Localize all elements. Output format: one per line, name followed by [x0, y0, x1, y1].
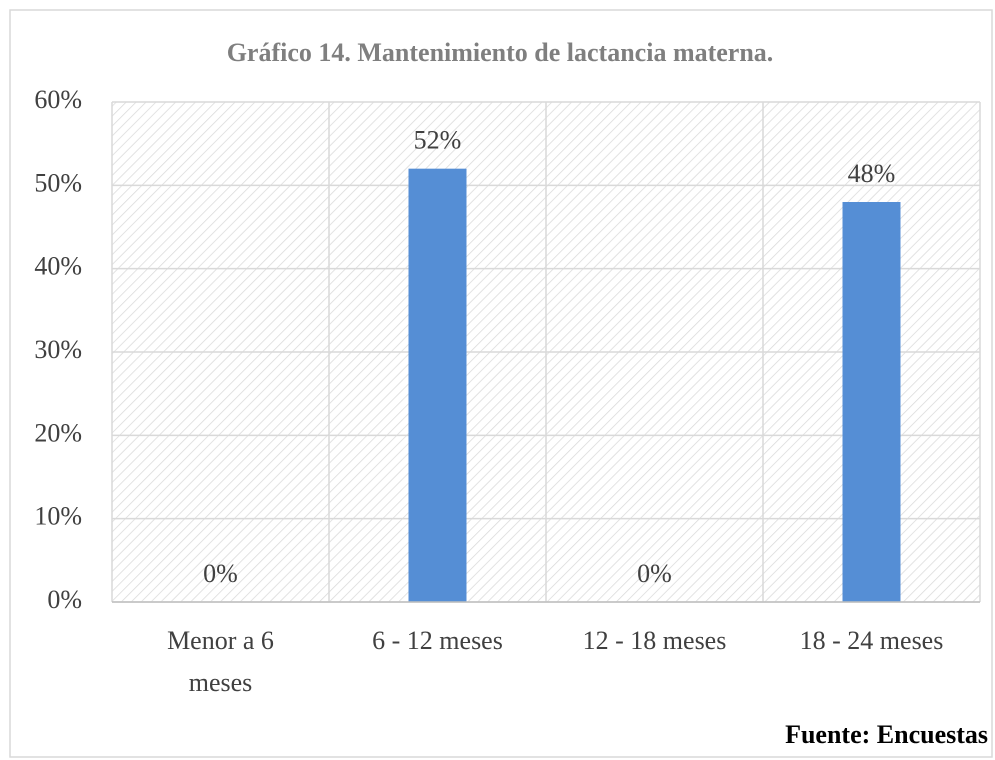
x-tick-label: 6 - 12 meses — [372, 626, 503, 655]
x-tick-label-box: 18 - 24 meses — [799, 626, 944, 655]
y-tick-label: 30% — [34, 335, 82, 364]
value-label: 48% — [848, 159, 896, 188]
chart-title: Gráfico 14. Mantenimiento de lactancia m… — [227, 38, 774, 67]
value-label: 52% — [414, 126, 462, 155]
x-tick-label: Menor a 6 meses — [167, 626, 274, 697]
value-label: 0% — [637, 559, 672, 588]
y-tick-label: 60% — [34, 85, 82, 114]
y-tick-label: 20% — [34, 418, 82, 447]
x-tick-label-box: 12 - 18 meses — [582, 626, 727, 655]
bar — [842, 202, 901, 602]
value-label: 0% — [203, 559, 238, 588]
x-tick-label-box: Menor a 6 meses — [167, 626, 274, 697]
y-tick-label: 10% — [34, 502, 82, 531]
x-tick-label: 18 - 24 meses — [799, 626, 944, 655]
bar — [408, 168, 467, 602]
source-note: Fuente: Encuestas — [785, 720, 988, 749]
y-tick-label: 50% — [34, 168, 82, 197]
y-tick-label: 0% — [47, 585, 82, 614]
x-tick-label-box: 6 - 12 meses — [372, 626, 503, 655]
x-tick-label: 12 - 18 meses — [582, 626, 727, 655]
y-tick-label: 40% — [34, 252, 82, 281]
